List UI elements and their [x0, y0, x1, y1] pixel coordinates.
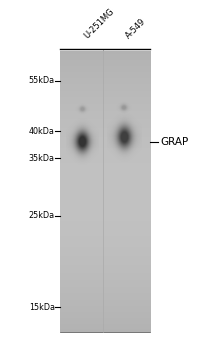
Text: 55kDa: 55kDa: [29, 76, 55, 85]
Text: 35kDa: 35kDa: [29, 154, 55, 163]
Text: GRAP: GRAP: [160, 136, 188, 147]
Text: 15kDa: 15kDa: [29, 303, 55, 312]
Bar: [60, 52, 150, 332]
Text: 25kDa: 25kDa: [29, 211, 55, 220]
Text: 40kDa: 40kDa: [29, 127, 55, 136]
Text: A-549: A-549: [124, 16, 147, 40]
Text: U-251MG: U-251MG: [82, 7, 116, 40]
